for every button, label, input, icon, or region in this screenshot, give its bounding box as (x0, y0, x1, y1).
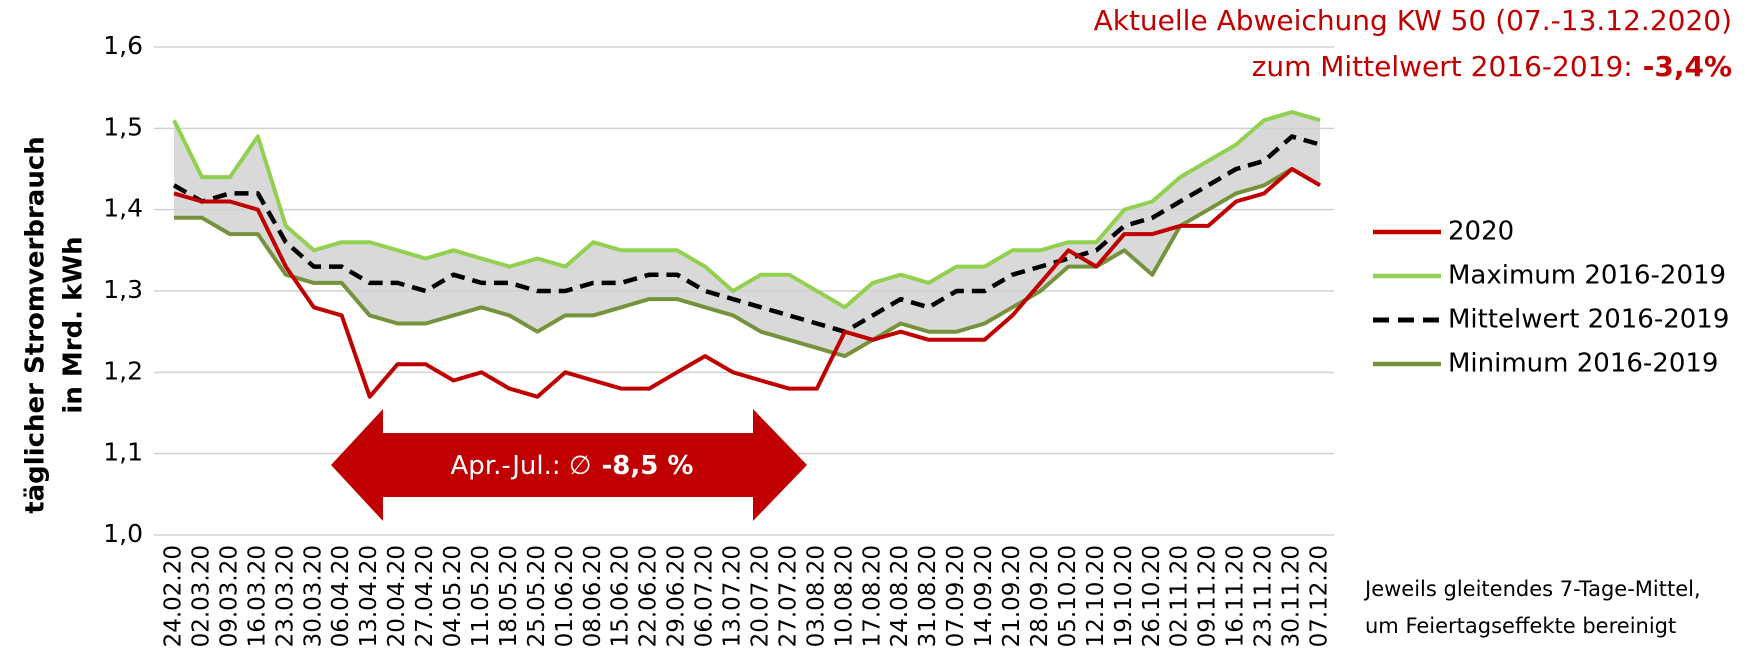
legend-label: Maximum 2016-2019 (1448, 261, 1726, 291)
x-tick-label: 15.06.20 (608, 545, 634, 647)
x-tick-label: 07.09.20 (943, 545, 969, 647)
x-tick-label: 27.04.20 (412, 545, 438, 647)
legend-label: 2020 (1448, 217, 1514, 247)
annotation-text: Apr.-Jul.: ∅ (451, 451, 592, 481)
title-line-2: zum Mittelwert 2016-2019: -3,4% (1252, 50, 1732, 83)
x-tick-label: 16.03.20 (244, 545, 270, 647)
title-text: zum Mittelwert 2016-2019: (1252, 50, 1633, 83)
x-tick-label: 26.10.20 (1139, 545, 1165, 647)
y-tick-label: 1,5 (103, 112, 143, 141)
x-tick-label: 24.02.20 (161, 545, 187, 647)
x-tick-label: 22.06.20 (636, 545, 662, 647)
y-tick-label: 1,1 (103, 438, 143, 467)
annotation-value: -8,5 % (602, 451, 694, 481)
annotation: Apr.-Jul.: ∅ -8,5 % (451, 451, 694, 481)
y-tick-label: 1,2 (103, 356, 143, 385)
x-tick-label: 02.03.20 (188, 545, 214, 647)
x-tick-label: 31.08.20 (915, 545, 941, 647)
x-tick-label: 02.11.20 (1167, 545, 1193, 647)
arrow (331, 409, 807, 521)
series-line (173, 167, 1322, 399)
x-tick-label: 23.03.20 (272, 545, 298, 647)
range-band (174, 112, 1320, 357)
y-tick-label: 1,6 (103, 31, 143, 60)
x-tick-label: 21.09.20 (999, 545, 1025, 647)
title-value: -3,4% (1643, 50, 1732, 83)
x-tick-label: 09.03.20 (216, 545, 242, 647)
x-tick-label: 17.08.20 (859, 545, 885, 647)
x-tick-label: 03.08.20 (803, 545, 829, 647)
x-tick-label: 12.10.20 (1083, 545, 1109, 647)
title-line-1: Aktuelle Abweichung KW 50 (07.-13.12.202… (1094, 4, 1732, 37)
x-tick-label: 18.05.20 (496, 545, 522, 647)
note: Jeweils gleitendes 7-Tage-Mittel, (1363, 577, 1701, 601)
x-tick-label: 10.08.20 (831, 545, 857, 647)
x-tick-label: 04.05.20 (440, 545, 466, 647)
x-tick-label: 06.04.20 (328, 545, 354, 647)
x-tick-label: 27.07.20 (775, 545, 801, 647)
y-tick-label: 1,0 (103, 519, 143, 548)
y-axis-label: in Mrd. kWh (59, 236, 89, 413)
x-tick-label: 19.10.20 (1111, 545, 1137, 647)
x-tick-label: 16.11.20 (1223, 545, 1249, 647)
x-tick-label: 06.07.20 (692, 545, 718, 647)
x-tick-label: 14.09.20 (971, 545, 997, 647)
x-tick-label: 08.06.20 (580, 545, 606, 647)
legend-label: Mittelwert 2016-2019 (1448, 305, 1729, 335)
x-tick-label: 07.12.20 (1307, 545, 1333, 647)
x-tick-label: 25.05.20 (524, 545, 550, 647)
series-line (172, 110, 1321, 310)
x-tick-label: 30.11.20 (1279, 545, 1305, 647)
x-tick-label: 13.04.20 (356, 545, 382, 647)
x-tick-label: 28.09.20 (1027, 545, 1053, 647)
x-tick-label: 20.07.20 (747, 545, 773, 647)
legend-label: Minimum 2016-2019 (1448, 349, 1718, 379)
x-tick-label: 29.06.20 (664, 545, 690, 647)
x-tick-label: 11.05.20 (468, 545, 494, 647)
x-tick-label: 09.11.20 (1195, 545, 1221, 647)
x-tick-label: 01.06.20 (552, 545, 578, 647)
series-line (174, 167, 1322, 359)
x-tick-label: 30.03.20 (300, 545, 326, 647)
x-tick-label: 23.11.20 (1251, 545, 1277, 647)
x-tick-label: 24.08.20 (887, 545, 913, 647)
x-tick-label: 05.10.20 (1055, 545, 1081, 647)
x-tick-label: 13.07.20 (720, 545, 746, 647)
y-tick-label: 1,4 (103, 194, 143, 223)
x-tick-label: 20.04.20 (384, 545, 410, 647)
y-axis-label: täglicher Stromverbrauch (21, 136, 51, 514)
y-tick-label: 1,3 (103, 275, 143, 304)
note: um Feiertagseffekte bereinigt (1365, 614, 1676, 638)
